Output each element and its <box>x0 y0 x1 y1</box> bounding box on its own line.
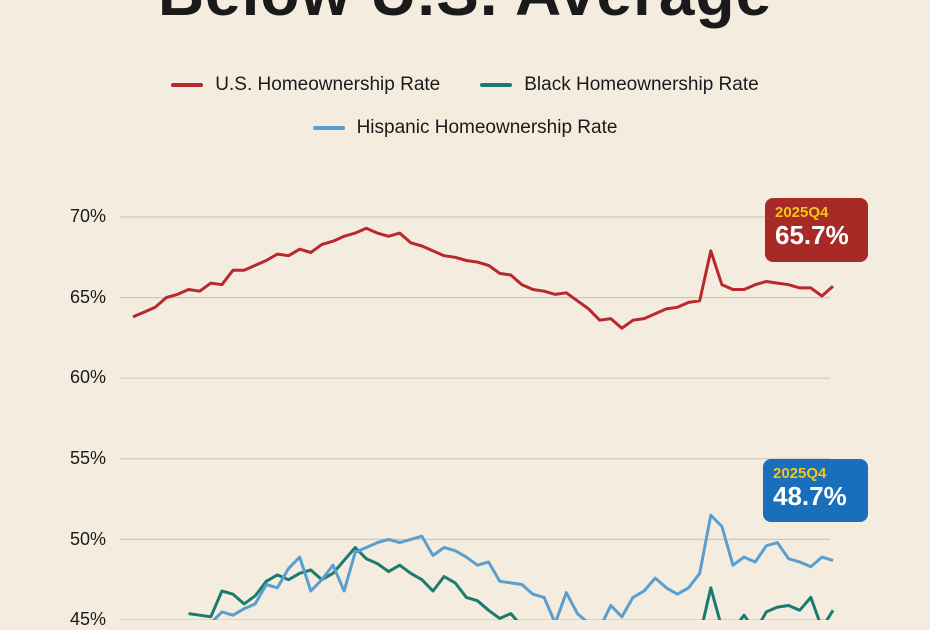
series-line-black <box>188 546 835 620</box>
series-line-us <box>132 226 834 330</box>
y-tick-label: 65% <box>69 287 106 307</box>
legend-swatch-us <box>171 83 204 87</box>
legend-row-2: Hispanic Homeownership Rate <box>0 117 930 139</box>
series-line-hispanic <box>211 513 834 620</box>
y-tick-label: 60% <box>69 367 106 387</box>
y-tick-label: 55% <box>69 448 106 468</box>
callout-hispanic-value: 48.7% <box>773 481 847 511</box>
legend-item-us: U.S. Homeownership Rate <box>171 74 440 96</box>
legend-row-1: U.S. Homeownership Rate Black Homeowners… <box>0 74 930 96</box>
y-tick-label: 50% <box>69 529 106 549</box>
callout-hispanic-period: 2025Q4 <box>773 465 827 482</box>
legend-item-hispanic: Hispanic Homeownership Rate <box>312 117 618 139</box>
callout-us-period: 2025Q4 <box>775 204 829 221</box>
legend-swatch-black <box>480 83 513 87</box>
legend-label-us: U.S. Homeownership Rate <box>215 74 441 95</box>
callout-us-value: 65.7% <box>775 220 849 250</box>
legend-item-black: Black Homeownership Rate <box>480 74 759 96</box>
callout-hispanic-latest: 2025Q4 48.7% <box>763 459 868 522</box>
chart-title: Below U.S. Average <box>0 0 930 30</box>
legend-label-hispanic: Hispanic Homeownership Rate <box>356 117 618 138</box>
legend-label-black: Black Homeownership Rate <box>524 74 759 95</box>
legend-swatch-hispanic <box>312 126 345 130</box>
callout-us-latest: 2025Q4 65.7% <box>765 198 868 262</box>
y-tick-label: 70% <box>69 206 106 226</box>
